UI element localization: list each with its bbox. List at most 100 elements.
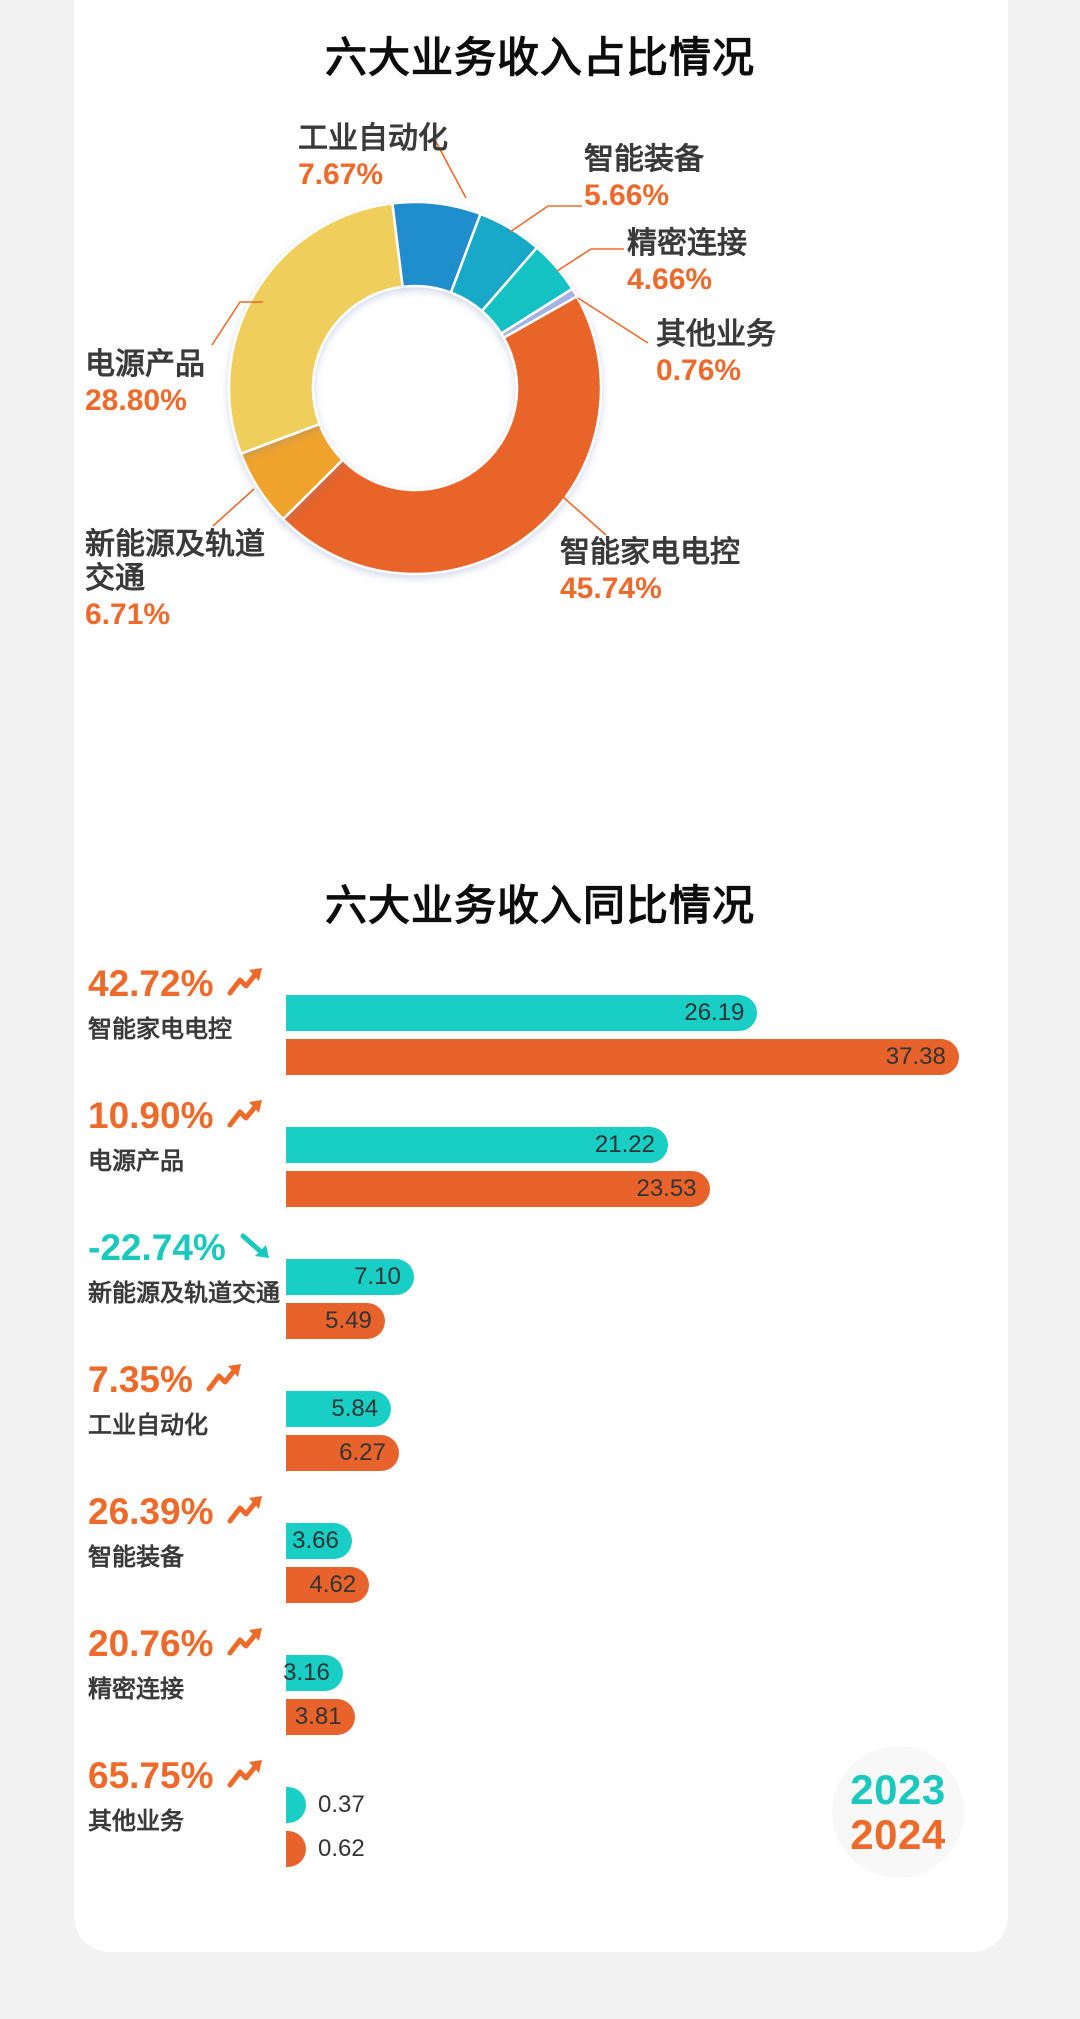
trend-icon-wrap	[226, 1755, 264, 1796]
leader-line-2	[509, 205, 582, 233]
trend-icon-wrap	[238, 1227, 276, 1268]
donut-label-percent: 5.66%	[584, 179, 670, 212]
donut-section-title: 六大业务收入占比情况	[324, 34, 755, 81]
bar-2023-其他业务: 0.37	[286, 1787, 365, 1823]
bar-value: 4.62	[309, 1571, 357, 1598]
trend-up-icon	[227, 1496, 262, 1524]
donut-slice-5	[281, 294, 603, 576]
donut-label-4: 其他业务 0.76%	[656, 318, 776, 388]
bar-group-head: 65.75%	[88, 1755, 264, 1797]
bar-value: 0.62	[318, 1835, 365, 1862]
legend-year-2023: 2023	[850, 1766, 946, 1813]
bar-2024-精密连接: 3.81	[286, 1699, 355, 1735]
donut-label-name: 新能源及轨道 交通	[85, 528, 265, 595]
donut-label-percent: 6.71%	[85, 598, 171, 631]
leader-line-6	[212, 488, 255, 527]
bar-2024-智能装备: 4.62	[286, 1567, 370, 1603]
bar-group-head: 26.39%	[88, 1491, 264, 1533]
bar-value: 6.27	[339, 1439, 386, 1466]
bar-2023-电源产品: 21.22	[286, 1127, 668, 1163]
change-percent: 42.72%	[88, 963, 214, 1004]
donut-label-percent: 45.74%	[560, 572, 662, 605]
bar-group-1: 42.72% 智能家电电控 26.19 37.38	[0, 963, 1080, 1083]
trend-up-icon	[227, 1760, 262, 1788]
bar-value: 3.16	[283, 1659, 330, 1686]
bar-2023-精密连接: 3.16	[283, 1655, 343, 1691]
donut-label-name: 工业自动化	[298, 122, 448, 155]
bar-2023-工业自动化: 5.84	[286, 1391, 392, 1427]
trend-up-icon	[227, 968, 262, 996]
bar-value: 3.66	[292, 1527, 339, 1554]
donut-label-percent: 7.67%	[298, 158, 384, 191]
donut-label-name: 其他业务	[656, 318, 776, 351]
bar-value: 26.19	[684, 999, 745, 1026]
year-legend: 2023 2024	[832, 1746, 964, 1878]
bar-group-4: 7.35% 工业自动化 5.84 6.27	[0, 1359, 1080, 1479]
bar-group-head: 20.76%	[88, 1623, 264, 1665]
change-percent: 20.76%	[88, 1623, 214, 1664]
donut-label-percent: 0.76%	[656, 354, 742, 387]
bar-group-head: 42.72%	[88, 963, 264, 1005]
trend-icon-wrap	[226, 1623, 264, 1664]
bar-value: 3.81	[294, 1703, 342, 1730]
bar-group-6: 20.76% 精密连接 3.16 3.81	[0, 1623, 1080, 1743]
change-percent: 7.35%	[88, 1359, 193, 1400]
bar-value: 0.37	[318, 1791, 365, 1818]
bar-group-label: 精密连接	[88, 1676, 184, 1703]
donut-label-1: 工业自动化 7.67%	[298, 122, 448, 192]
change-percent: -22.74%	[88, 1227, 226, 1268]
bar-group-label: 新能源及轨道交通	[88, 1280, 280, 1307]
bar-section-title: 六大业务收入同比情况	[324, 882, 755, 929]
change-percent: 10.90%	[88, 1095, 214, 1136]
donut-label-name: 智能装备	[584, 143, 704, 176]
trend-down-icon	[240, 1233, 269, 1258]
trend-up-icon	[206, 1364, 241, 1392]
bar-group-head: 7.35%	[88, 1359, 243, 1401]
bar-group-head: -22.74%	[88, 1227, 276, 1269]
bar-group-5: 26.39% 智能装备 3.66 4.62	[0, 1491, 1080, 1611]
bar-2023-智能装备: 3.66	[286, 1523, 352, 1559]
donut-label-3: 精密连接 4.66%	[627, 227, 747, 297]
bar-2023-智能家电电控: 26.19	[286, 995, 758, 1031]
leader-line-7	[211, 301, 263, 346]
bar-group-2: 10.90% 电源产品 21.22 23.53	[0, 1095, 1080, 1215]
trend-up-icon	[227, 1628, 262, 1656]
bar-value: 5.49	[325, 1307, 372, 1334]
bar-group-label: 智能装备	[88, 1544, 184, 1571]
change-percent: 65.75%	[88, 1755, 214, 1796]
donut-label-percent: 28.80%	[85, 384, 187, 417]
trend-icon-wrap	[226, 1095, 264, 1136]
bar-group-7: 65.75% 其他业务 0.37 0.62	[0, 1755, 1080, 1875]
donut-label-2: 智能装备 5.66%	[584, 143, 704, 213]
donut-label-name: 精密连接	[627, 227, 747, 260]
leader-line-3	[556, 248, 624, 272]
leader-line-1	[434, 139, 467, 199]
donut-label-7: 电源产品 28.80%	[85, 348, 205, 418]
donut-label-name: 电源产品	[85, 348, 205, 381]
change-percent: 26.39%	[88, 1491, 214, 1532]
bar-value: 37.38	[885, 1043, 946, 1070]
trend-up-icon	[227, 1100, 262, 1128]
donut-slice-7	[227, 201, 404, 456]
bar-group-label: 电源产品	[88, 1148, 184, 1175]
bar-2024-电源产品: 23.53	[286, 1171, 710, 1207]
bar-value: 7.10	[354, 1263, 401, 1290]
donut-label-name: 智能家电电控	[560, 536, 740, 569]
leader-line-4	[577, 297, 649, 344]
donut-chart	[211, 139, 649, 576]
bar-group-label: 智能家电电控	[88, 1016, 232, 1043]
bar-2024-智能家电电控: 37.38	[286, 1039, 959, 1075]
bar-group-label: 工业自动化	[88, 1412, 208, 1439]
trend-icon-wrap	[226, 963, 264, 1004]
leader-line-5	[562, 496, 607, 536]
bar-group-3: -22.74% 新能源及轨道交通 7.10 5.49	[0, 1227, 1080, 1347]
bar-group-label: 其他业务	[88, 1808, 184, 1835]
donut-label-percent: 4.66%	[627, 263, 713, 296]
bar-2024-工业自动化: 6.27	[286, 1435, 399, 1471]
bar-value: 21.22	[594, 1131, 655, 1158]
bar-value: 5.84	[331, 1395, 379, 1422]
bar-value: 23.53	[636, 1175, 697, 1202]
bar-2024-其他业务: 0.62	[286, 1831, 365, 1867]
bar-2024-新能源及轨道交通: 5.49	[286, 1303, 385, 1339]
